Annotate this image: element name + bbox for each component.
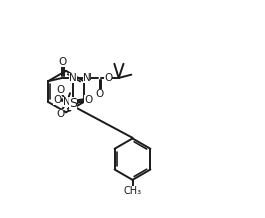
Text: O: O	[56, 85, 64, 95]
Text: O: O	[58, 57, 66, 67]
Text: N: N	[63, 97, 70, 107]
Text: O: O	[53, 95, 61, 105]
Text: O: O	[104, 73, 112, 83]
Text: O: O	[56, 109, 64, 119]
Text: S: S	[69, 97, 77, 109]
Text: H: H	[84, 73, 91, 82]
Text: O: O	[84, 95, 92, 105]
Text: N: N	[69, 73, 77, 83]
Text: N: N	[83, 73, 90, 83]
Text: CH₃: CH₃	[123, 186, 142, 196]
Text: O: O	[95, 89, 104, 99]
